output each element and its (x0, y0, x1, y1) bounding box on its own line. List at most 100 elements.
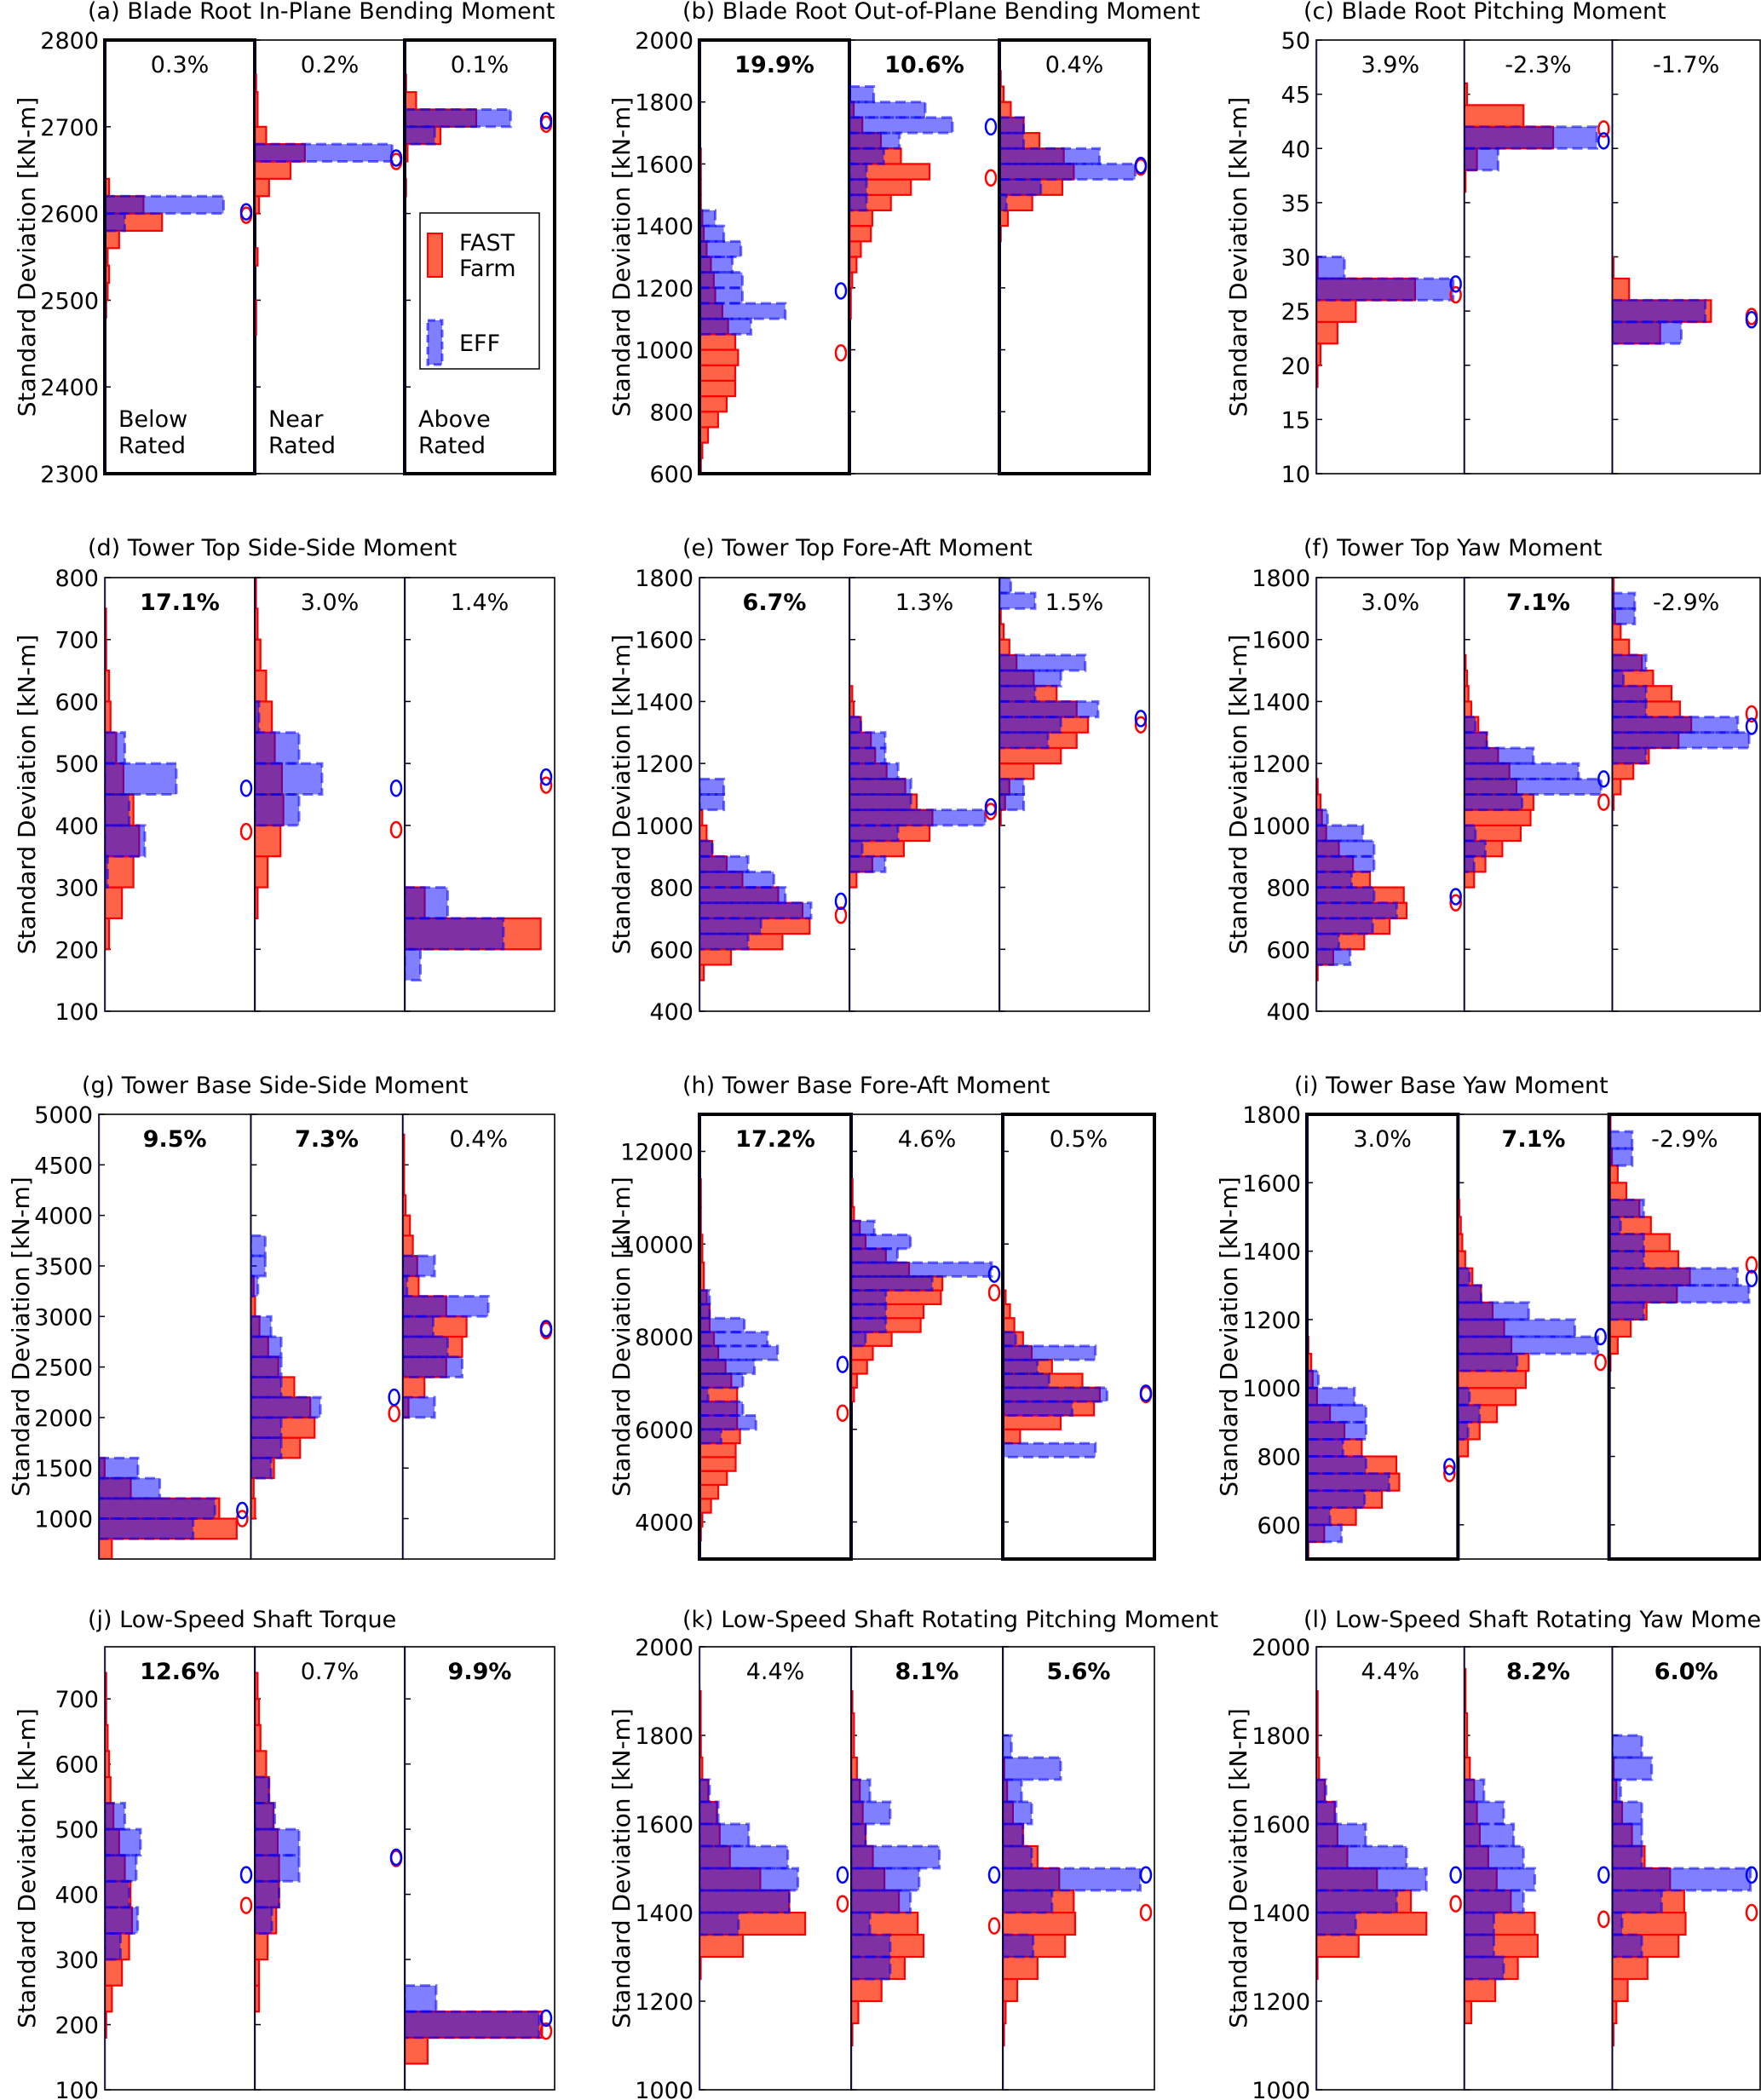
panel-j: (j) Low-Speed Shaft Torque Standard Devia… (13, 1607, 555, 2100)
eff-bar (105, 762, 178, 797)
fast-farm-mean-marker (388, 1404, 400, 1423)
subplot-c-above: -1.7% (1611, 39, 1761, 475)
eff-bar (1307, 1523, 1344, 1544)
eff-bar (999, 162, 1137, 181)
fast-farm-bar (255, 855, 269, 889)
y-tick-label: 4000 (34, 1204, 93, 1230)
eff-bar (250, 1315, 273, 1338)
fast-farm-mean-marker (1449, 894, 1462, 912)
eff-bar (105, 824, 147, 858)
eff-bar (699, 1428, 722, 1445)
eff-bar (1612, 1911, 1624, 1936)
y-tick-label: 5000 (34, 1102, 93, 1129)
eff-bar (699, 777, 726, 796)
eff-bar (999, 147, 1102, 165)
y-tick-label: 1800 (635, 566, 693, 592)
y-tick-label: 500 (55, 1817, 99, 1844)
eff-bar (402, 1254, 436, 1278)
eff-bar (851, 1933, 892, 1959)
fast-farm-mean-marker (539, 776, 553, 794)
eff-bar (255, 1854, 301, 1883)
y-tick-label: 50 (1281, 28, 1310, 55)
subplot-frame (1002, 1646, 1155, 2091)
eff-bar (1612, 1800, 1643, 1826)
eff-bar (1316, 1822, 1367, 1848)
percent-difference-label: -1.7% (1653, 52, 1719, 78)
subplot-f-above: -2.9% (1611, 577, 1761, 1012)
subplot-b-near: 10.6% (849, 39, 1000, 475)
y-tick-label: 2000 (34, 1406, 93, 1432)
eff-bar (851, 1822, 867, 1848)
fast-farm-mean-marker (984, 169, 998, 187)
fast-farm-bar (105, 855, 135, 889)
eff-bar (1464, 125, 1598, 150)
eff-bar (851, 1274, 934, 1292)
y-axis-label: Standard Deviation [kN-m] (7, 1177, 35, 1497)
fast-farm-mean-marker (836, 1895, 849, 1913)
fast-farm-bar (255, 669, 268, 703)
eff-bar (105, 1879, 131, 1909)
percent-difference-label: 0.1% (451, 52, 509, 78)
y-axis-label: Standard Deviation [kN-m] (1224, 97, 1252, 417)
subplot-d-above: 1.4% (404, 577, 555, 1012)
fast-farm-mean-marker (239, 822, 253, 841)
eff-bar (699, 839, 714, 858)
eff-bar (1458, 1301, 1530, 1321)
y-tick-label: 40 (1281, 136, 1310, 163)
eff-bar (699, 209, 716, 227)
eff-bar (402, 1295, 490, 1318)
fast-farm-bar (1316, 320, 1338, 345)
eff-bar (849, 793, 912, 812)
eff-mean-marker (236, 1501, 249, 1520)
eff-bar (849, 824, 900, 843)
eff-mean-marker (1443, 1458, 1456, 1476)
y-tick-label: 1400 (1252, 689, 1310, 716)
subplot-frame (1607, 1113, 1761, 1561)
y-tick-label: 400 (55, 1883, 99, 1909)
panel-title: (k) Low-Speed Shaft Rotating Pitching Mo… (682, 1607, 1218, 1633)
eff-bar (1464, 731, 1488, 750)
eff-mean-marker (1594, 1327, 1607, 1346)
eff-bar (255, 699, 261, 734)
eff-bar (405, 917, 505, 951)
panel-title: (g) Tower Base Side-Side Moment (82, 1073, 468, 1099)
subplot-frame (1611, 577, 1761, 1012)
y-tick-label: 600 (55, 1752, 99, 1779)
fast-farm-bar (1464, 82, 1469, 106)
eff-bar (1612, 1756, 1654, 1781)
y-tick-label: 1000 (34, 1507, 93, 1533)
eff-bar (405, 107, 512, 129)
eff-bar (699, 1358, 757, 1375)
eff-bar (999, 131, 1026, 150)
subplot-e-above: 1.5% (998, 577, 1150, 1012)
eff-bar (1458, 1335, 1600, 1355)
percent-difference-label: 9.9% (448, 1659, 512, 1685)
fast-farm-bar (255, 177, 270, 198)
y-tick-label: 600 (649, 937, 693, 964)
fast-farm-bar (699, 1483, 720, 1500)
eff-bar (1003, 1844, 1033, 1870)
fast-farm-bar (1458, 1199, 1461, 1218)
eff-bar (1464, 716, 1477, 734)
percent-difference-label: 7.1% (1502, 1126, 1566, 1153)
fast-farm-bar (849, 685, 854, 703)
eff-bar (849, 777, 912, 796)
y-tick-label: 1500 (34, 1456, 93, 1482)
eff-mean-marker (388, 1388, 400, 1407)
eff-bar (1612, 1822, 1643, 1848)
eff-bar (1003, 1933, 1035, 1959)
eff-bar (1464, 1889, 1525, 1914)
percent-difference-label: 3.0% (1353, 1126, 1412, 1153)
subplot-frame (403, 38, 556, 475)
fast-farm-bar (999, 101, 1012, 118)
fast-farm-mean-marker (1594, 1353, 1607, 1372)
fast-farm-mean-marker (1745, 1903, 1758, 1922)
y-tick-label: 1800 (1242, 1102, 1301, 1129)
fast-farm-bar (1316, 299, 1357, 323)
eff-bar (849, 716, 862, 734)
panel-k: (k) Low-Speed Shaft Rotating Pitching Mo… (607, 1607, 1218, 2100)
regime-label: Rated (118, 433, 186, 459)
eff-bar (1458, 1352, 1519, 1372)
subplot-f-below: 3.0% (1315, 577, 1465, 1012)
eff-bar (255, 142, 394, 164)
